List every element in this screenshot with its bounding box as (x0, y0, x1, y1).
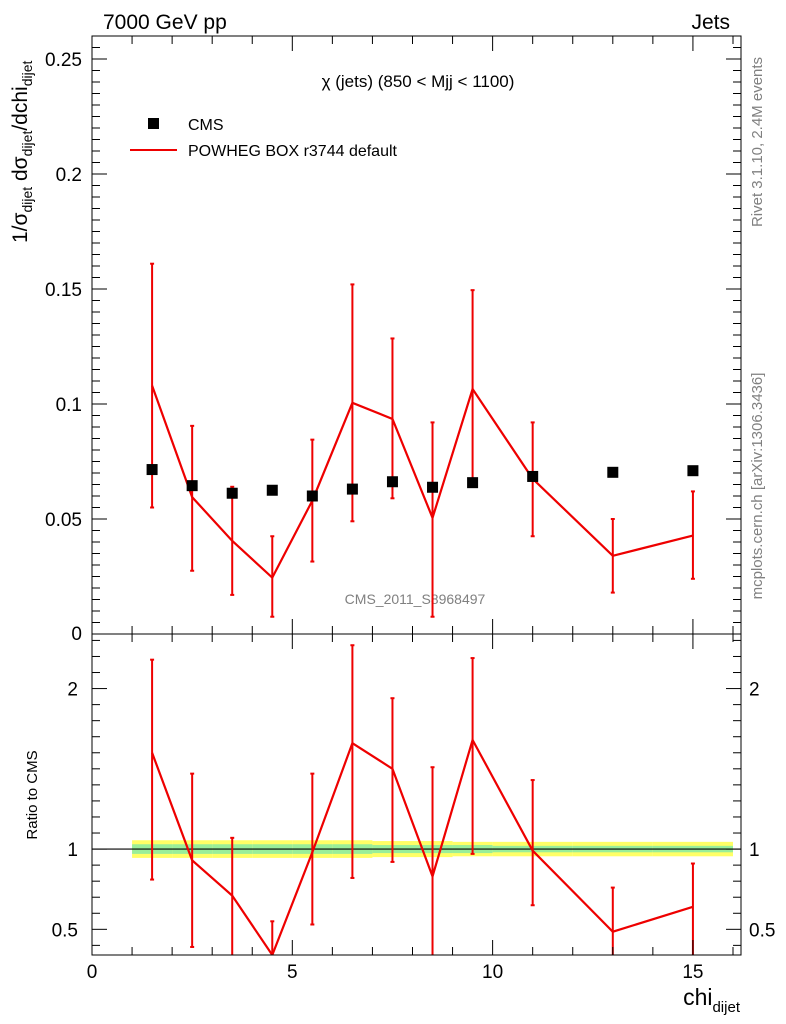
process-label: Jets (691, 11, 730, 34)
cms-data-point (386, 476, 398, 488)
plot-title: χ (jets) (850 < Mjj < 1100) (322, 72, 515, 91)
ratio-plot-frame (91, 633, 742, 956)
x-tick-label: 5 (287, 962, 298, 983)
cms-data-point (607, 466, 619, 478)
y-tick-label: 0.1 (56, 395, 82, 416)
cms-data-point (146, 464, 158, 476)
cms-data-point (186, 480, 198, 492)
cms-data-point (346, 483, 358, 495)
ratio-y-tick-label-right: 2 (749, 680, 760, 701)
rivet-version-label: Rivet 3.1.10, 2.4M events (749, 57, 766, 227)
ratio-y-tick-labels: 0.5 0.5 1 1 2 2 (52, 680, 776, 942)
ratio-mc-series (150, 644, 695, 955)
data-series (146, 464, 699, 502)
x-tick-labels: 0 5 10 15 (87, 962, 704, 983)
ratio-y-tick-label-right: 0.5 (749, 920, 775, 941)
mc-line (151, 385, 694, 580)
cms-data-point (687, 465, 699, 477)
y-origin-tick-label: 0 (71, 624, 82, 645)
cms-data-point (527, 470, 539, 482)
mc-series (150, 262, 695, 618)
ratio-axis-ticks (91, 634, 741, 955)
ratio-y-axis-label: Ratio to CMS (24, 750, 41, 839)
cms-data-point (427, 481, 439, 493)
energy-label: 7000 GeV pp (103, 11, 227, 34)
x-tick-label: 15 (682, 962, 703, 983)
x-tick-label: 10 (482, 962, 503, 983)
legend-label-mc: POWHEG BOX r3744 default (188, 143, 398, 160)
ratio-y-tick-label-left: 2 (67, 680, 78, 701)
main-panel: 0.05 0.1 0.15 0.2 0.25 0 CMS_2011_S8968497 χ… (9, 35, 742, 645)
y-tick-label: 0.05 (45, 510, 82, 531)
x-axis-label: chidijet (683, 984, 741, 1016)
ratio-y-tick-label-right: 1 (749, 840, 760, 861)
cms-data-point (306, 490, 318, 502)
legend: CMS POWHEG BOX r3744 default (130, 117, 398, 160)
legend-label-cms: CMS (188, 117, 224, 134)
main-y-axis-label: 1/σdijet dσdijet/dchidijet (9, 61, 35, 243)
main-y-tick-labels: 0.05 0.1 0.15 0.2 0.25 (45, 50, 82, 531)
ratio-y-tick-label-left: 1 (67, 840, 78, 861)
ratio-mc-line (151, 737, 694, 955)
cms-data-point (266, 484, 278, 496)
analysis-watermark: CMS_2011_S8968497 (345, 591, 486, 607)
legend-marker-cms (148, 118, 159, 129)
x-tick-label: 0 (87, 962, 98, 983)
ratio-panel: 0.5 0.5 1 1 2 2 Ratio to CMS (24, 633, 776, 956)
main-axis-ticks (91, 35, 741, 634)
y-tick-label: 0.2 (56, 165, 82, 186)
source-label: mcplots.cern.ch [arXiv:1306.3436] (749, 373, 766, 600)
y-tick-label: 0.15 (45, 280, 82, 301)
cms-data-point (467, 477, 479, 489)
y-tick-label: 0.25 (45, 50, 82, 71)
cms-data-point (226, 487, 238, 499)
ratio-y-tick-label-left: 0.5 (52, 920, 78, 941)
